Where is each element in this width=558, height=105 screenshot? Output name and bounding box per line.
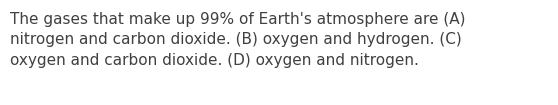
Text: The gases that make up 99% of Earth's atmosphere are (A)
nitrogen and carbon dio: The gases that make up 99% of Earth's at… xyxy=(10,12,465,68)
